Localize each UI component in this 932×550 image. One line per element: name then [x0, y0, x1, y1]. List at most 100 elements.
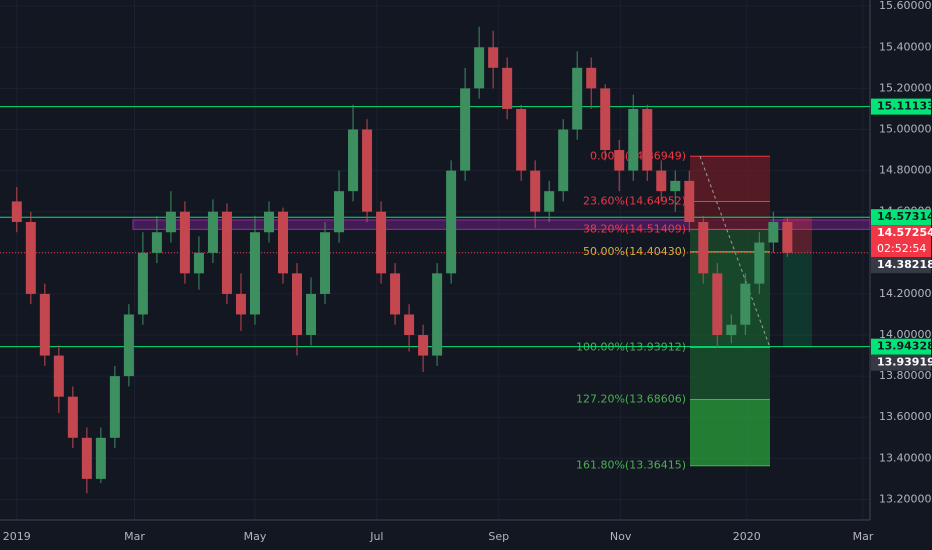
- candle-body: [404, 314, 415, 336]
- candle-body: [754, 242, 765, 284]
- price-tag: [871, 354, 931, 371]
- y-tick-label: 15.40000: [879, 40, 932, 53]
- candle-body: [292, 273, 303, 336]
- fib-label: 38.20%(14.51409): [583, 222, 686, 235]
- x-tick-label: Mar: [853, 530, 874, 543]
- candle-body: [572, 67, 583, 130]
- candle-body: [670, 180, 681, 192]
- candle-body: [263, 211, 274, 233]
- candle-body: [530, 170, 541, 212]
- candle-body: [207, 211, 218, 253]
- price-tag-label: 15.11133: [877, 100, 932, 113]
- candle-body: [123, 314, 134, 377]
- candle-body: [698, 221, 709, 274]
- y-tick-label: 13.40000: [879, 451, 932, 464]
- y-tick-label: 15.20000: [879, 81, 932, 94]
- candle-body: [109, 376, 120, 438]
- candle-body: [446, 170, 457, 274]
- fib-band: [690, 229, 770, 252]
- candle-body: [614, 150, 625, 171]
- fib-label: 161.80%(13.36415): [576, 459, 686, 472]
- position-target: [783, 252, 812, 348]
- candle-body: [179, 211, 190, 274]
- candle-body: [460, 88, 471, 171]
- candle-body: [193, 252, 204, 274]
- candle-body: [39, 293, 50, 356]
- countdown: 02:52:54: [877, 242, 926, 255]
- y-tick-label: 13.20000: [879, 492, 932, 505]
- candle-body: [474, 47, 485, 89]
- candle-body: [488, 47, 499, 68]
- candle-body: [642, 108, 653, 171]
- candle-body: [684, 180, 695, 222]
- fib-label: 127.20%(13.68606): [576, 393, 686, 406]
- candle-body: [320, 232, 331, 294]
- y-tick-label: 14.00000: [879, 328, 932, 341]
- candle-body: [768, 221, 779, 243]
- price-tag: [871, 98, 931, 115]
- price-tag-label: 14.57314: [877, 210, 932, 223]
- candle-body: [25, 221, 36, 294]
- candle-body: [137, 252, 148, 315]
- candle-body: [362, 129, 373, 212]
- candle-body: [376, 211, 387, 274]
- candle-body: [516, 108, 527, 171]
- candle-body: [165, 211, 176, 233]
- price-tag: [871, 209, 931, 226]
- candle-body: [306, 293, 317, 336]
- candle-body: [81, 437, 92, 479]
- y-tick-label: 15.60000: [879, 0, 932, 12]
- candle-body: [502, 67, 513, 109]
- candle-body: [334, 191, 345, 233]
- x-tick-label: Mar: [124, 530, 145, 543]
- candle-body: [235, 293, 246, 315]
- candle-body: [782, 221, 793, 253]
- fib-trend: [699, 156, 771, 348]
- candle-body: [418, 335, 429, 356]
- candle-body: [151, 232, 162, 253]
- y-tick-label: 13.80000: [879, 369, 932, 382]
- x-tick-label: Jul: [369, 530, 383, 543]
- candle-body: [348, 129, 359, 192]
- candle-body: [221, 211, 232, 294]
- y-tick-label: 13.60000: [879, 410, 932, 423]
- candle-body: [11, 201, 22, 222]
- y-tick-label: 14.80000: [879, 164, 932, 177]
- candle-body: [726, 324, 737, 336]
- price-tag-label: 13.93919: [877, 356, 932, 369]
- fib-band: [690, 347, 770, 400]
- price-tag-label: 14.57254: [877, 226, 932, 239]
- price-tag: [871, 225, 931, 258]
- candle-body: [277, 211, 288, 274]
- candle-body: [95, 437, 106, 479]
- fib-band: [690, 399, 770, 466]
- x-tick-label: 2020: [733, 530, 761, 543]
- candle-body: [586, 67, 597, 89]
- price-tag: [871, 257, 931, 274]
- candle-body: [249, 232, 260, 315]
- candle-body: [558, 129, 569, 192]
- price-tag-label: 14.38218: [877, 258, 932, 271]
- candle-body: [628, 108, 639, 171]
- candle-body: [740, 283, 751, 325]
- candle-body: [712, 273, 723, 336]
- candle-body: [600, 88, 611, 151]
- x-tick-label: 2019: [3, 530, 31, 543]
- y-tick-label: 14.20000: [879, 287, 932, 300]
- candle-body: [390, 273, 401, 315]
- y-tick-label: 15.00000: [879, 122, 932, 135]
- price-tag: [871, 338, 931, 355]
- fib-label: 23.60%(14.64952): [583, 195, 686, 208]
- candle-body: [67, 396, 78, 438]
- zone: [132, 219, 871, 230]
- candle-body: [432, 273, 443, 356]
- fib-label: 50.00%(14.40430): [583, 245, 686, 258]
- fib-band: [690, 156, 770, 202]
- candle-body: [544, 191, 555, 212]
- candle-body: [53, 355, 64, 397]
- x-tick-label: Sep: [488, 530, 509, 543]
- x-tick-label: May: [244, 530, 267, 543]
- candle-body: [656, 170, 667, 192]
- x-tick-label: Nov: [610, 530, 632, 543]
